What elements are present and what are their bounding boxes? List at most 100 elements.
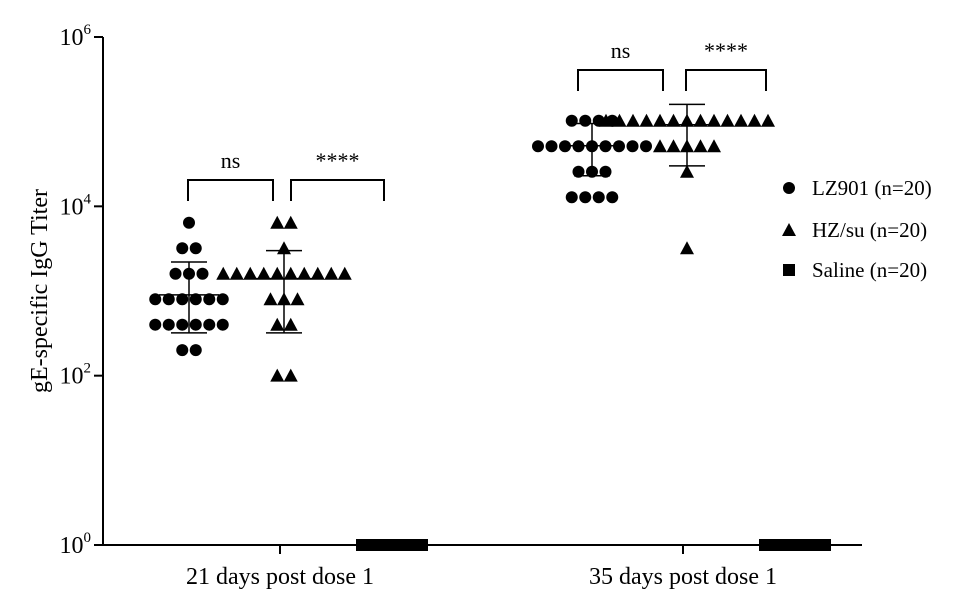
data-point: [666, 113, 681, 127]
data-point: [626, 140, 639, 153]
data-point: [599, 113, 613, 127]
significance-bracket: [577, 69, 664, 91]
data-point: [270, 317, 285, 331]
series-triangle: [216, 103, 775, 382]
legend-marker: [783, 264, 795, 276]
data-point: [203, 318, 216, 331]
data-point: [606, 191, 619, 204]
y-tick-exponent: 0: [84, 530, 92, 546]
legend: LZ901 (n=20) HZ/su (n=20) Saline (n=20): [782, 176, 932, 282]
y-tick-base: 10: [60, 194, 84, 220]
data-point: [819, 539, 831, 551]
data-point: [572, 165, 585, 178]
data-point: [176, 293, 189, 306]
data-point: [176, 344, 189, 357]
significance-bracket: [685, 69, 767, 91]
legend-label: HZ/su (n=20): [812, 218, 927, 242]
data-point: [532, 140, 544, 153]
data-point: [680, 164, 694, 178]
data-point: [639, 113, 654, 127]
data-point: [761, 113, 775, 127]
data-point: [612, 113, 627, 127]
significance-bracket: [187, 179, 274, 201]
data-point: [626, 113, 640, 127]
data-point: [747, 113, 762, 127]
data-point: [565, 191, 578, 204]
y-tick-exponent: 4: [84, 191, 92, 207]
significance-layer: ns **** ns ****: [187, 38, 767, 201]
data-point: [290, 292, 305, 306]
series-circle: [149, 114, 652, 357]
data-point: [707, 139, 721, 153]
data-point: [734, 113, 748, 127]
legend-marker: [783, 182, 795, 194]
data-point: [256, 266, 271, 280]
data-point: [270, 368, 285, 382]
data-point: [653, 139, 667, 153]
y-tick-label: 106: [60, 22, 92, 51]
significance-label: ****: [704, 38, 748, 63]
data-point: [324, 266, 339, 280]
data-point: [720, 113, 735, 127]
data-point: [162, 293, 175, 306]
data-point: [162, 318, 175, 331]
data-point: [310, 266, 325, 280]
y-tick-base: 10: [60, 533, 84, 559]
data-point: [176, 318, 189, 331]
data-point: [176, 242, 189, 255]
data-point: [196, 267, 209, 280]
data-point: [680, 241, 694, 255]
data-point: [653, 113, 667, 127]
data-point: [216, 266, 231, 280]
legend-label: LZ901 (n=20): [812, 176, 932, 200]
data-point: [297, 266, 312, 280]
data-point: [183, 216, 195, 229]
x-category-label: 21 days post dose 1: [186, 564, 374, 590]
y-tick-base: 10: [60, 364, 84, 390]
data-point: [283, 368, 298, 382]
data-point: [545, 140, 558, 153]
data-point: [270, 266, 285, 280]
data-point: [189, 293, 202, 306]
data-point: [169, 267, 182, 280]
y-axis-title: gE-specific IgG Titer: [27, 189, 53, 393]
y-tick-exponent: 6: [84, 22, 92, 38]
data-point: [707, 113, 721, 127]
data-point: [216, 293, 229, 306]
y-tick-label: 100: [60, 530, 92, 559]
data-point: [283, 317, 298, 331]
series-square: [356, 539, 831, 551]
data-point: [579, 114, 592, 127]
series-layer: [149, 103, 831, 551]
x-ticks: 21 days post dose 1 35 days post dose 1: [186, 545, 777, 590]
data-point: [189, 318, 202, 331]
y-tick-label: 102: [60, 361, 92, 390]
data-point: [693, 113, 708, 127]
y-tick-exponent: 2: [84, 361, 92, 377]
legend-label: Saline (n=20): [812, 258, 927, 282]
data-point: [337, 266, 352, 280]
data-point: [640, 140, 652, 153]
significance-label: ns: [221, 148, 241, 173]
data-point: [149, 318, 162, 331]
data-point: [263, 292, 278, 306]
data-point: [229, 266, 244, 280]
data-point: [243, 266, 258, 280]
x-category-label: 35 days post dose 1: [589, 564, 777, 590]
y-tick-base: 10: [60, 25, 84, 51]
y-tick-label: 104: [60, 191, 92, 220]
data-point: [216, 318, 229, 331]
data-point: [189, 344, 202, 357]
data-point: [270, 215, 285, 229]
data-point: [283, 215, 298, 229]
data-point: [693, 139, 708, 153]
data-point: [565, 114, 578, 127]
data-point: [579, 191, 592, 204]
data-point: [599, 165, 612, 178]
significance-bracket: [290, 179, 385, 201]
data-point: [203, 293, 216, 306]
data-point: [666, 139, 681, 153]
